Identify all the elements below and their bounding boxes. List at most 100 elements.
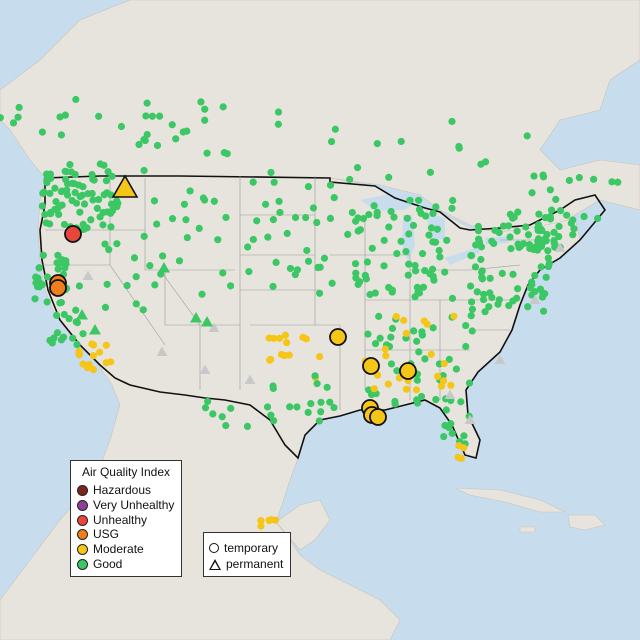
legend-label: Unhealthy xyxy=(93,513,148,527)
monitor-point xyxy=(465,379,474,387)
monitor-point-no-data xyxy=(199,364,211,375)
monitor-point xyxy=(550,228,558,236)
monitor-point xyxy=(226,282,235,290)
monitor-point xyxy=(57,131,65,139)
monitor-point xyxy=(153,141,162,150)
monitor-point xyxy=(291,213,300,222)
monitor-point xyxy=(352,274,360,282)
monitor-point xyxy=(274,108,283,116)
monitor-point-temporary xyxy=(49,279,67,297)
monitor-point xyxy=(429,209,437,218)
monitor-point xyxy=(316,263,324,271)
moderate-swatch xyxy=(77,543,88,555)
monitor-point xyxy=(405,230,413,238)
monitor-point xyxy=(533,246,542,254)
monitor-point xyxy=(291,271,299,279)
monitor-point xyxy=(363,258,372,266)
monitor-point xyxy=(385,173,393,181)
monitor-point xyxy=(209,410,217,418)
monitor-point xyxy=(41,210,49,219)
monitor-point xyxy=(142,112,150,120)
monitor-point xyxy=(447,420,455,428)
monitor-point xyxy=(102,359,110,367)
monitor-point xyxy=(364,330,372,338)
monitor-point xyxy=(417,209,425,217)
monitor-point xyxy=(447,381,455,389)
monitor-point xyxy=(214,236,222,244)
monitor-point xyxy=(159,252,167,260)
us-border xyxy=(39,175,606,460)
monitor-type-legend: temporary permanent xyxy=(203,532,291,577)
monitor-point-temporary xyxy=(64,225,82,243)
monitor-point xyxy=(359,215,368,223)
monitor-point xyxy=(421,355,429,363)
monitor-point xyxy=(139,306,147,314)
monitor-point xyxy=(34,274,42,282)
monitor-point xyxy=(479,295,488,304)
monitor-point xyxy=(183,233,191,242)
monitor-point xyxy=(73,318,82,327)
monitor-point xyxy=(432,203,440,211)
monitor-point xyxy=(429,324,437,332)
monitor-point xyxy=(555,222,563,231)
monitor-point-no-data xyxy=(156,346,168,357)
monitor-point xyxy=(281,331,289,339)
monitor-point xyxy=(506,233,514,241)
monitor-point xyxy=(313,380,321,388)
monitor-point xyxy=(477,268,486,276)
monitor-point xyxy=(146,262,154,270)
monitor-point xyxy=(434,372,442,381)
monitor-point xyxy=(514,285,522,293)
monitor-point xyxy=(614,178,622,186)
monitor-point xyxy=(535,210,543,218)
monitor-point xyxy=(556,207,565,215)
monitor-point xyxy=(53,329,62,337)
monitor-point xyxy=(505,301,513,310)
monitor-point xyxy=(457,398,465,406)
monitor-point xyxy=(71,189,79,197)
monitor-point xyxy=(219,269,227,277)
monitor-point xyxy=(271,516,280,524)
monitor-point xyxy=(88,340,96,348)
monitor-point xyxy=(563,211,571,219)
monitor-point xyxy=(541,290,549,298)
monitor-point-permanent xyxy=(190,312,202,323)
monitor-point xyxy=(431,238,440,246)
monitor-point xyxy=(328,279,336,287)
monitor-point xyxy=(265,516,273,525)
monitor-point xyxy=(565,176,573,185)
monitor-point xyxy=(536,227,544,235)
monitor-point xyxy=(346,175,354,184)
monitor-point xyxy=(39,251,47,259)
monitor-point xyxy=(413,376,421,384)
monitor-point xyxy=(132,273,140,281)
monitor-point xyxy=(130,254,139,262)
monitor-point xyxy=(201,404,210,412)
legend-item-hazardous: Hazardous xyxy=(77,483,151,497)
usg-swatch xyxy=(77,528,88,540)
monitor-point xyxy=(402,385,410,393)
very-unhealthy-swatch xyxy=(77,499,88,511)
monitor-point xyxy=(60,310,68,319)
monitor-point xyxy=(31,295,39,303)
monitor-point xyxy=(432,395,440,404)
monitor-point xyxy=(315,417,323,425)
monitor-point xyxy=(315,289,324,297)
monitor-point xyxy=(96,348,104,356)
monitor-point xyxy=(455,144,463,152)
monitor-point xyxy=(418,250,427,258)
monitor-point xyxy=(93,204,101,212)
monitor-point xyxy=(56,299,64,307)
monitor-point xyxy=(440,360,448,368)
monitor-point xyxy=(90,176,98,184)
monitor-point xyxy=(433,225,441,233)
legend-label: Moderate xyxy=(93,542,144,556)
monitor-point xyxy=(427,224,436,232)
monitor-point xyxy=(46,336,54,344)
monitor-point xyxy=(46,208,55,217)
monitor-point xyxy=(150,197,159,205)
monitor-point xyxy=(143,99,151,107)
monitor-point xyxy=(200,196,209,204)
monitor-point xyxy=(513,227,521,235)
legend-label: Good xyxy=(93,557,123,571)
